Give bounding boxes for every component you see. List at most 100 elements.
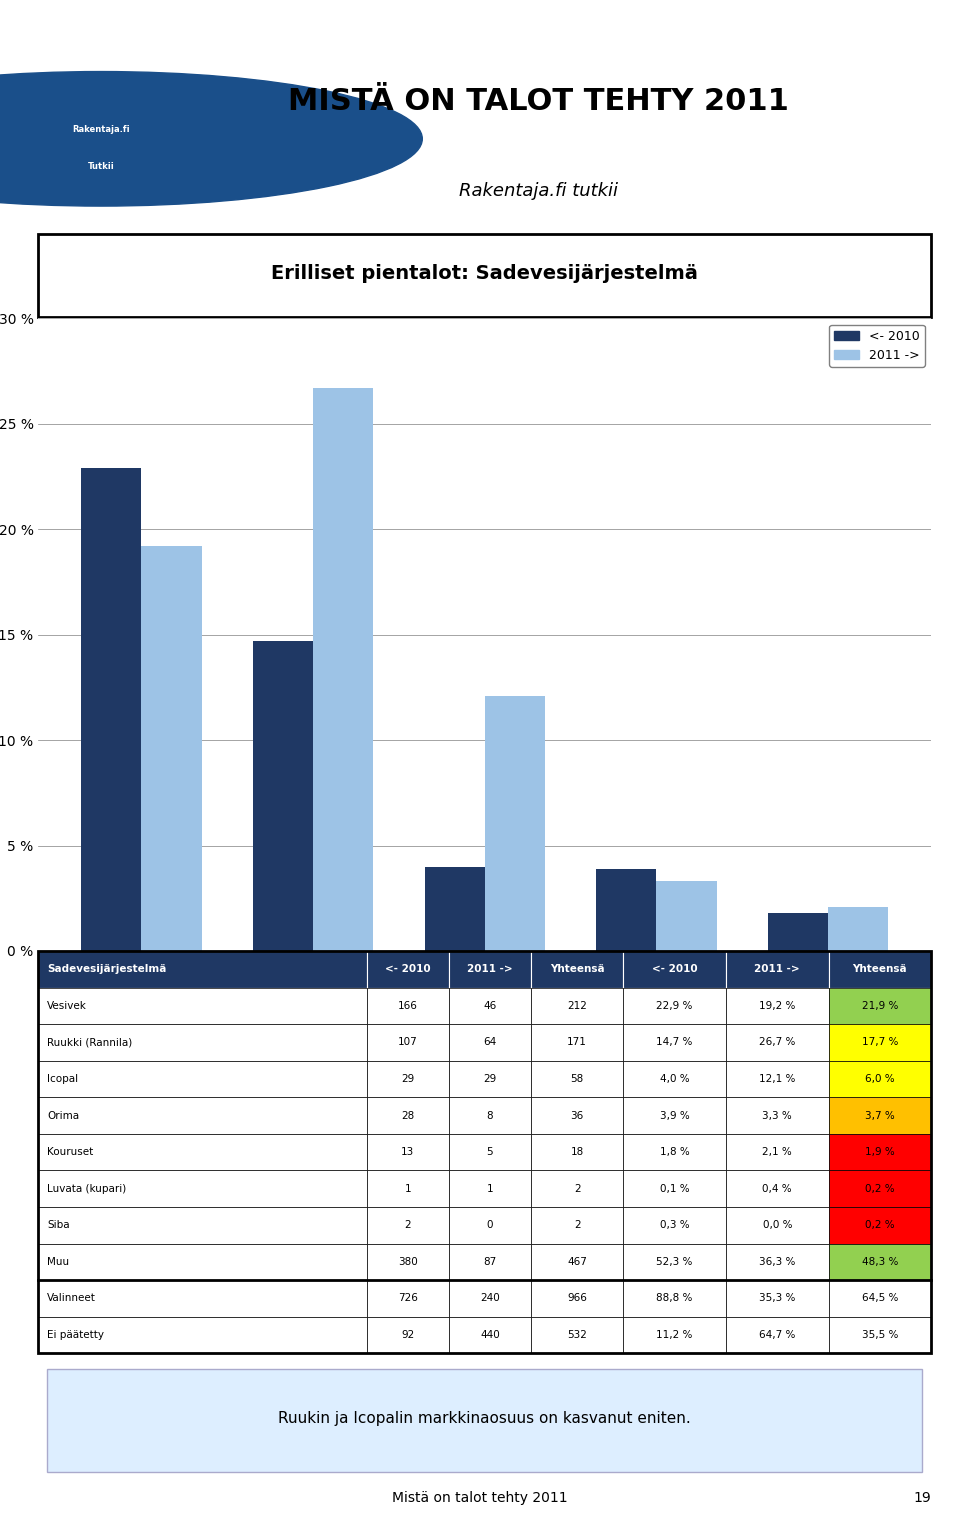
Text: 2: 2 [404,1221,411,1230]
Text: 380: 380 [398,1257,418,1266]
FancyBboxPatch shape [38,1061,367,1097]
FancyBboxPatch shape [726,988,828,1024]
FancyBboxPatch shape [623,1316,726,1354]
FancyBboxPatch shape [623,988,726,1024]
FancyBboxPatch shape [623,1280,726,1316]
Text: 107: 107 [398,1038,418,1047]
FancyBboxPatch shape [449,1316,531,1354]
Text: Muu: Muu [47,1257,69,1266]
Text: 22,9 %: 22,9 % [657,1000,693,1011]
Text: 29: 29 [401,1074,415,1083]
FancyBboxPatch shape [828,1024,931,1061]
Text: Mistä on talot tehty 2011: Mistä on talot tehty 2011 [393,1492,567,1505]
Text: 1: 1 [404,1183,411,1194]
FancyBboxPatch shape [726,1207,828,1244]
FancyBboxPatch shape [623,1133,726,1171]
Text: 3,9 %: 3,9 % [660,1111,689,1121]
Text: 4,0 %: 4,0 % [660,1074,689,1083]
FancyBboxPatch shape [449,988,531,1024]
Text: 240: 240 [480,1294,500,1304]
FancyBboxPatch shape [38,988,367,1024]
Text: Tutkii: Tutkii [87,162,114,171]
Text: 726: 726 [397,1294,418,1304]
FancyBboxPatch shape [726,1097,828,1133]
FancyBboxPatch shape [623,1207,726,1244]
Text: <- 2010: <- 2010 [652,964,698,974]
Text: 467: 467 [567,1257,588,1266]
FancyBboxPatch shape [38,1097,367,1133]
Text: 35,3 %: 35,3 % [759,1294,796,1304]
Text: 0,0 %: 0,0 % [762,1221,792,1230]
Text: 36: 36 [570,1111,584,1121]
Text: Orima: Orima [47,1111,80,1121]
FancyBboxPatch shape [47,1369,923,1472]
Text: 0,1 %: 0,1 % [660,1183,689,1194]
Text: 12,1 %: 12,1 % [759,1074,796,1083]
FancyBboxPatch shape [726,952,828,988]
Text: Erilliset pientalot: Sadevesijärjestelmä: Erilliset pientalot: Sadevesijärjestelmä [272,265,698,283]
FancyBboxPatch shape [449,1280,531,1316]
Text: 18: 18 [570,1147,584,1157]
FancyBboxPatch shape [38,1280,367,1316]
FancyBboxPatch shape [726,1133,828,1171]
FancyBboxPatch shape [38,1316,367,1354]
Text: 966: 966 [567,1294,588,1304]
FancyBboxPatch shape [367,1280,449,1316]
Text: Yhteensä: Yhteensä [852,964,907,974]
Text: 0,3 %: 0,3 % [660,1221,689,1230]
Bar [828,906,888,952]
FancyBboxPatch shape [38,1024,367,1061]
Text: 8: 8 [487,1111,493,1121]
Text: Ruukki (Rannila): Ruukki (Rannila) [47,1038,132,1047]
Text: Yhteensä: Yhteensä [550,964,605,974]
Text: 64,7 %: 64,7 % [759,1330,796,1341]
FancyBboxPatch shape [828,1097,931,1133]
Text: 13: 13 [401,1147,415,1157]
FancyBboxPatch shape [449,952,531,988]
Text: 19,2 %: 19,2 % [759,1000,796,1011]
Text: 48,3 %: 48,3 % [862,1257,898,1266]
FancyBboxPatch shape [531,1024,623,1061]
FancyBboxPatch shape [531,1097,623,1133]
Bar [141,546,202,952]
Bar [424,867,485,952]
FancyBboxPatch shape [531,1207,623,1244]
Bar [596,868,657,952]
FancyBboxPatch shape [367,1024,449,1061]
FancyBboxPatch shape [828,1244,931,1280]
FancyBboxPatch shape [623,1061,726,1097]
Text: <- 2010: <- 2010 [385,964,431,974]
FancyBboxPatch shape [828,1280,931,1316]
Text: MISTÄ ON TALOT TEHTY 2011: MISTÄ ON TALOT TEHTY 2011 [288,86,789,117]
FancyBboxPatch shape [623,1097,726,1133]
Text: 1,9 %: 1,9 % [865,1147,895,1157]
FancyBboxPatch shape [449,1097,531,1133]
Bar [657,882,716,952]
Text: 88,8 %: 88,8 % [657,1294,693,1304]
Text: 87: 87 [483,1257,496,1266]
Text: 171: 171 [567,1038,588,1047]
Bar [485,696,545,952]
Text: 0,4 %: 0,4 % [762,1183,792,1194]
FancyBboxPatch shape [38,1207,367,1244]
FancyBboxPatch shape [38,235,931,316]
Text: Icopal: Icopal [47,1074,79,1083]
FancyBboxPatch shape [38,1244,367,1280]
FancyBboxPatch shape [726,1316,828,1354]
FancyBboxPatch shape [828,1171,931,1207]
Text: Rakentaja.fi tutkii: Rakentaja.fi tutkii [459,182,618,200]
Text: Luvata (kupari): Luvata (kupari) [47,1183,127,1194]
Legend: <- 2010, 2011 ->: <- 2010, 2011 -> [829,325,924,368]
Text: 17,7 %: 17,7 % [862,1038,898,1047]
Text: 14,7 %: 14,7 % [657,1038,693,1047]
Text: 36,3 %: 36,3 % [759,1257,796,1266]
FancyBboxPatch shape [367,1244,449,1280]
Text: Ruukin ja Icopalin markkinaosuus on kasvanut eniten.: Ruukin ja Icopalin markkinaosuus on kasv… [278,1410,691,1425]
Text: 212: 212 [567,1000,588,1011]
Text: Kouruset: Kouruset [47,1147,93,1157]
Text: 46: 46 [483,1000,496,1011]
FancyBboxPatch shape [623,1244,726,1280]
Text: 1,8 %: 1,8 % [660,1147,689,1157]
FancyBboxPatch shape [531,1061,623,1097]
Text: 3,3 %: 3,3 % [762,1111,792,1121]
